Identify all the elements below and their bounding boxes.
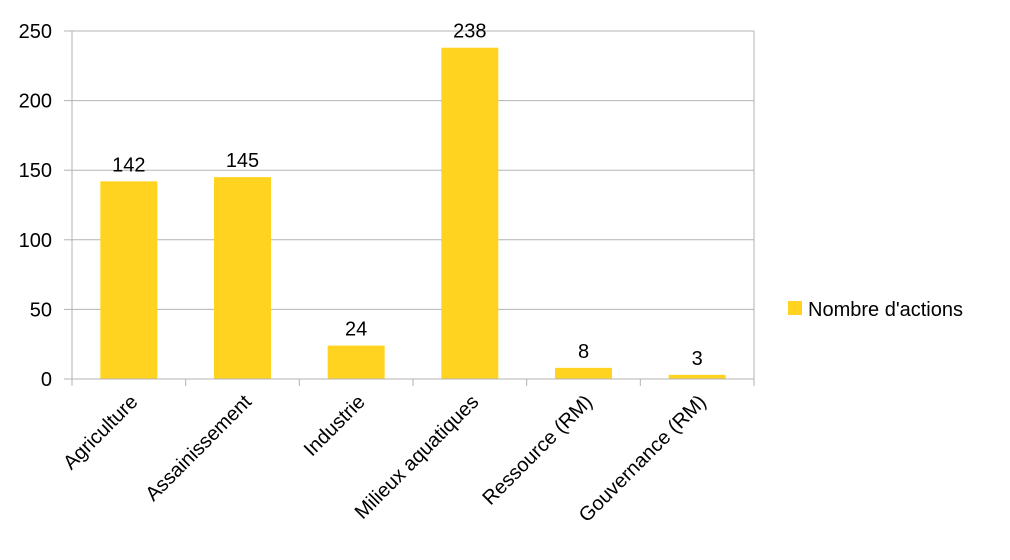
x-tick-label: Assainissement <box>141 391 256 506</box>
x-tick-label: Industrie <box>300 391 370 461</box>
legend: Nombre d'actions <box>788 299 963 321</box>
x-tick-label: Milieux aquatiques <box>351 391 484 524</box>
y-axis-tick-labels: 0 50 100 150 200 250 <box>19 21 52 391</box>
y-tick-label: 50 <box>30 299 52 321</box>
data-labels: 142 145 24 238 8 3 <box>112 21 703 370</box>
bar <box>100 181 158 379</box>
bar <box>668 374 726 379</box>
data-label: 142 <box>112 154 145 176</box>
y-tick-label: 100 <box>19 230 52 252</box>
data-label: 24 <box>345 319 367 341</box>
data-label: 8 <box>578 341 589 363</box>
bar <box>214 177 271 379</box>
data-label: 238 <box>453 21 486 43</box>
bar <box>441 47 499 379</box>
data-label: 3 <box>692 348 703 370</box>
bar <box>327 345 385 379</box>
axes <box>64 30 755 386</box>
y-tick-label: 250 <box>19 21 52 43</box>
x-tick-label: Agriculture <box>59 391 142 474</box>
bars <box>100 47 726 379</box>
y-tick-label: 0 <box>41 369 52 391</box>
y-tick-label: 200 <box>19 91 52 113</box>
y-tick-label: 150 <box>19 160 52 182</box>
legend-swatch <box>788 301 802 315</box>
data-label: 145 <box>226 150 259 172</box>
bar <box>555 367 612 379</box>
x-tick-label: Gouvernance (RM) <box>575 391 711 527</box>
gridlines <box>72 30 755 379</box>
legend-label: Nombre d'actions <box>808 299 963 321</box>
x-axis-tick-labels: Agriculture Assainissement IndustrieMilieu… <box>59 391 710 527</box>
x-tick-label: Ressource (RM) <box>479 391 597 509</box>
